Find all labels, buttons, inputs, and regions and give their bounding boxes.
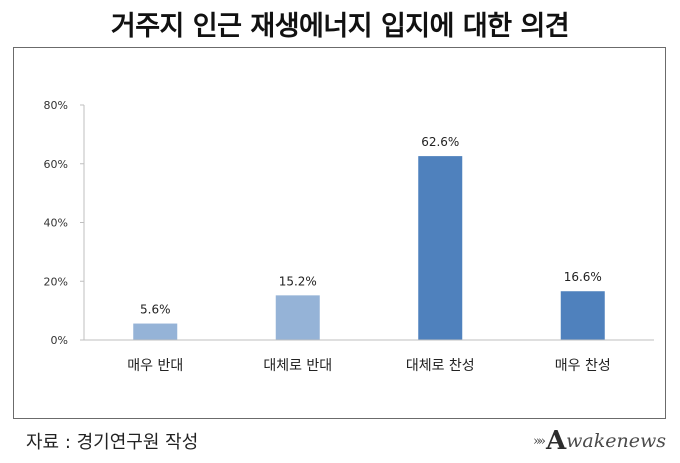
chart-title: 거주지 인근 재생에너지 입지에 대한 의견 bbox=[110, 11, 570, 42]
x-category-label-3: 대체로 찬성 bbox=[406, 358, 475, 374]
x-category-label-2: 대체로 반대 bbox=[263, 358, 332, 374]
bar-4 bbox=[560, 291, 605, 340]
x-category-label-4: 매우 찬성 bbox=[555, 358, 611, 374]
data-label-2: 15.2% bbox=[279, 274, 317, 288]
logo-wordmark: wakenews bbox=[566, 430, 666, 452]
bar-1 bbox=[133, 323, 178, 340]
y-tick-label: 0% bbox=[51, 334, 68, 347]
y-tick-label: 20% bbox=[44, 275, 68, 288]
data-labels: 5.6% 15.2% 62.6% 16.6% bbox=[140, 135, 602, 316]
y-tick-label: 40% bbox=[44, 217, 68, 230]
logo-arrow-icon: »» bbox=[533, 433, 546, 449]
bars bbox=[133, 156, 605, 340]
awakenews-logo: »» A wakenews bbox=[533, 426, 666, 456]
x-category-label-1: 매우 반대 bbox=[127, 358, 183, 374]
chart-frame: 0% 20% 40% 60% 80% 5.6% 15.2% 62.6% 16.6% 매우 반대… bbox=[13, 47, 666, 419]
y-tick-label: 80% bbox=[44, 99, 68, 112]
x-axis: 매우 반대 대체로 반대 대체로 찬성 매우 찬성 bbox=[84, 339, 654, 374]
data-label-3: 62.6% bbox=[421, 135, 459, 149]
y-tick-label: 60% bbox=[44, 158, 68, 171]
data-label-1: 5.6% bbox=[140, 303, 171, 317]
bar-chart: 0% 20% 40% 60% 80% 5.6% 15.2% 62.6% 16.6% 매우 반대… bbox=[44, 99, 654, 374]
data-label-4: 16.6% bbox=[564, 270, 602, 284]
logo-letter: A bbox=[545, 426, 567, 456]
source-caption: 자료 : 경기연구원 작성 bbox=[26, 432, 199, 453]
bar-3 bbox=[418, 156, 463, 340]
y-axis: 0% 20% 40% 60% 80% bbox=[44, 99, 85, 347]
bar-2 bbox=[275, 295, 320, 340]
